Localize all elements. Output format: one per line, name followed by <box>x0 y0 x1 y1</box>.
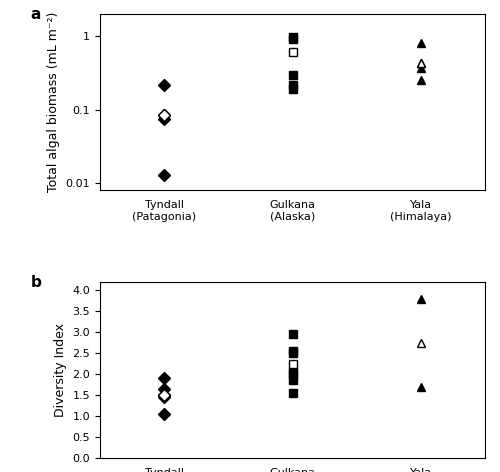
Y-axis label: Total algal biomass (mL m⁻²): Total algal biomass (mL m⁻²) <box>47 12 60 193</box>
Y-axis label: Diversity Index: Diversity Index <box>54 323 67 417</box>
Text: a: a <box>30 7 41 22</box>
Text: b: b <box>30 275 42 290</box>
